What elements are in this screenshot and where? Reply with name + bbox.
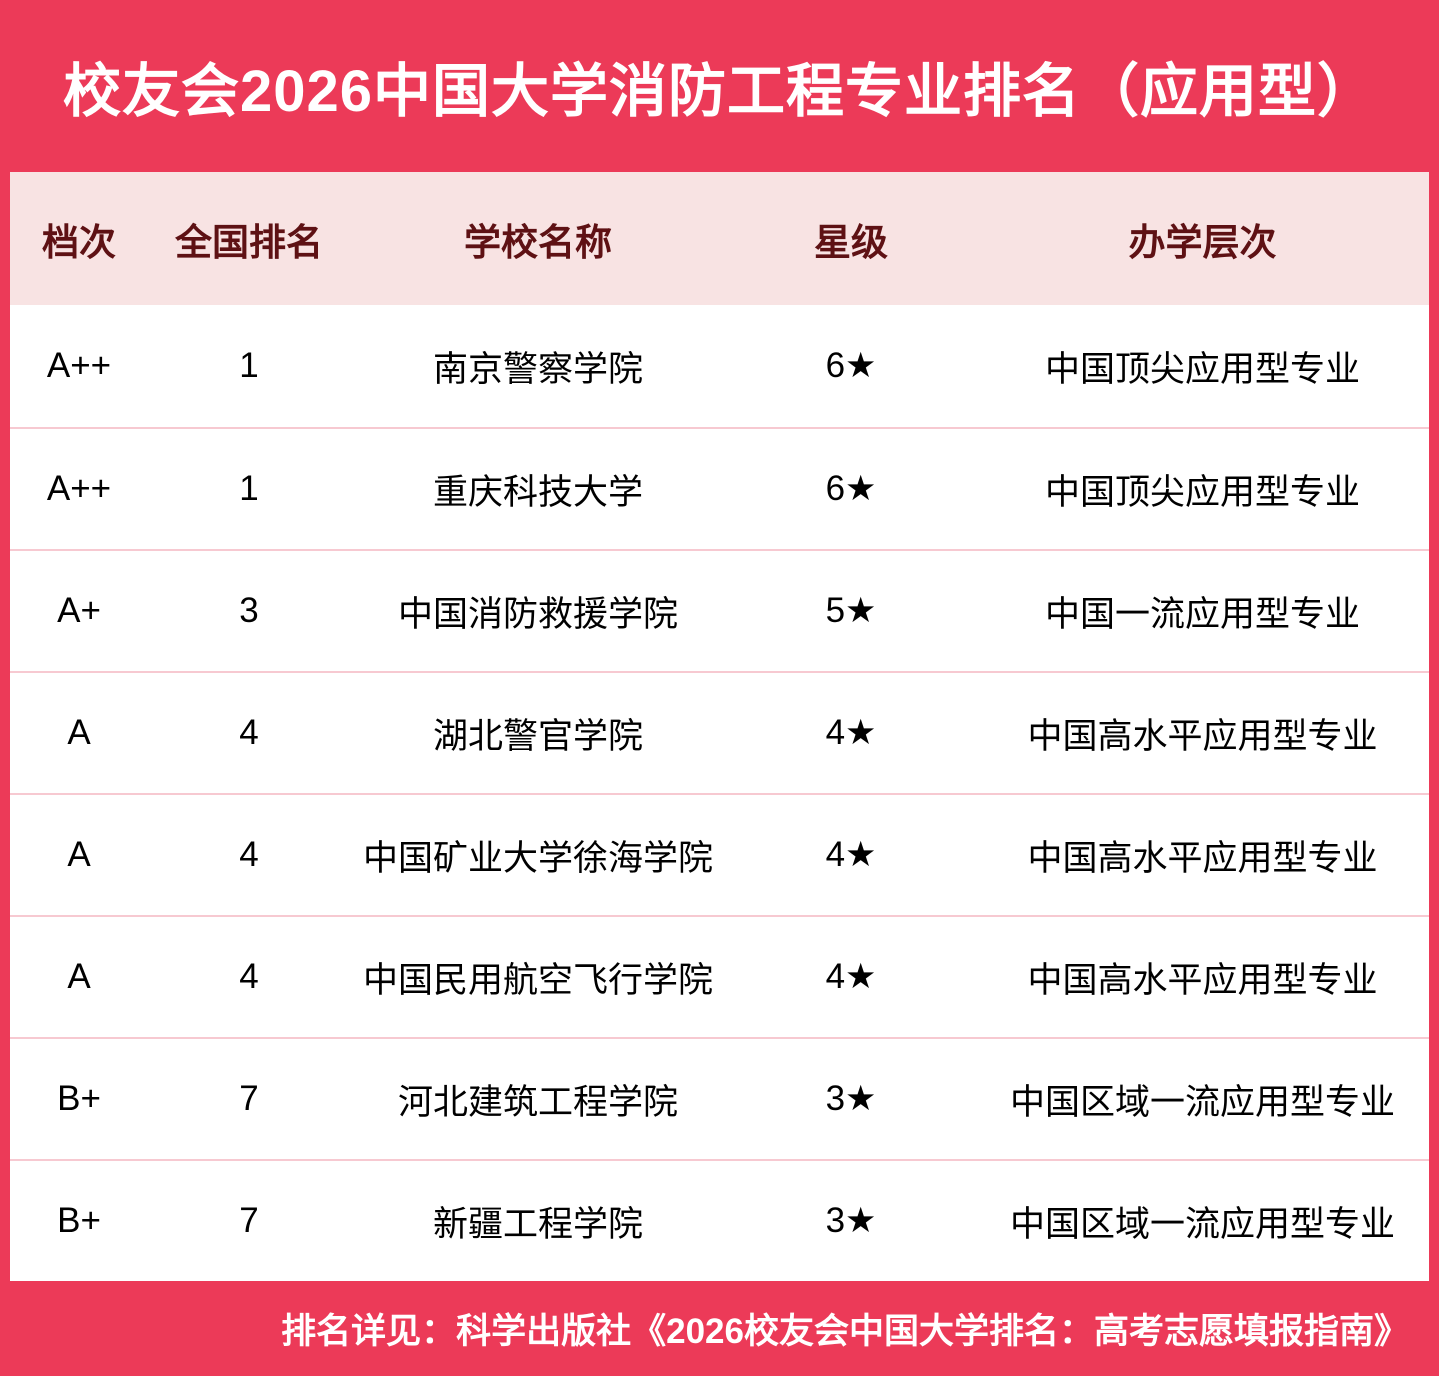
table-row: B+ 7 新疆工程学院 3★ 中国区域一流应用型专业 [10,1159,1429,1281]
cell-star-rating: 4★ [825,835,877,874]
cell-education-level: 中国顶尖应用型专业 [1044,349,1360,389]
footer-banner: 排名详见：科学出版社《2026校友会中国大学排名：高考志愿填报指南》 [0,1281,1439,1376]
cell-tier: A [67,835,91,874]
cell-tier: A++ [46,469,112,508]
cell-education-level: 中国区域一流应用型专业 [1009,1204,1395,1244]
cell-national-rank: 4 [239,713,259,752]
cell-education-level: 中国区域一流应用型专业 [1009,1082,1395,1122]
cell-national-rank: 4 [239,835,259,874]
table-row: A 4 中国矿业大学徐海学院 4★ 中国高水平应用型专业 [10,793,1429,915]
cell-national-rank: 1 [239,469,259,508]
cell-education-level: 中国一流应用型专业 [1044,594,1360,634]
cell-star-rating: 3★ [825,1079,877,1118]
cell-national-rank: 7 [239,1201,259,1240]
table-row: A++ 1 重庆科技大学 6★ 中国顶尖应用型专业 [10,427,1429,549]
column-header-national-rank: 全国排名 [175,221,323,263]
cell-national-rank: 3 [239,591,259,630]
cell-tier: A++ [46,346,112,385]
cell-school-name: 湖北警官学院 [432,716,643,756]
cell-tier: A+ [57,591,101,630]
cell-school-name: 中国矿业大学徐海学院 [362,838,713,878]
cell-education-level: 中国顶尖应用型专业 [1044,472,1360,512]
cell-national-rank: 1 [239,346,259,385]
column-header-star-rating: 星级 [814,221,888,263]
cell-tier: B+ [57,1201,101,1240]
cell-star-rating: 4★ [825,713,877,752]
column-header-education-level: 办学层次 [1128,221,1277,263]
column-header-school-name: 学校名称 [464,221,612,263]
cell-school-name: 重庆科技大学 [432,472,643,512]
table-row: A+ 3 中国消防救援学院 5★ 中国一流应用型专业 [10,549,1429,671]
page-title: 校友会2026中国大学消防工程专业排名（应用型） [62,59,1377,124]
cell-tier: A [67,713,91,752]
table-row: A 4 湖北警官学院 4★ 中国高水平应用型专业 [10,671,1429,793]
column-header-tier: 档次 [42,221,116,263]
cell-tier: B+ [57,1079,101,1118]
cell-school-name: 河北建筑工程学院 [397,1082,678,1122]
title-banner: 校友会2026中国大学消防工程专业排名（应用型） [0,0,1439,172]
table-row: A 4 中国民用航空飞行学院 4★ 中国高水平应用型专业 [10,915,1429,1037]
ranking-table: 档次 全国排名 学校名称 星级 办学层次 A++ 1 南京警察学院 6★ 中国顶… [10,172,1429,1281]
cell-national-rank: 7 [239,1079,259,1118]
cell-star-rating: 6★ [825,346,877,385]
table-header-row: 档次 全国排名 学校名称 星级 办学层次 [10,172,1429,305]
cell-star-rating: 3★ [825,1201,877,1240]
cell-school-name: 中国消防救援学院 [397,594,678,634]
cell-school-name: 中国民用航空飞行学院 [362,960,713,1000]
cell-tier: A [67,957,91,996]
cell-school-name: 新疆工程学院 [432,1204,643,1244]
cell-star-rating: 4★ [825,957,877,996]
cell-education-level: 中国高水平应用型专业 [1027,716,1378,756]
cell-school-name: 南京警察学院 [432,349,643,389]
cell-star-rating: 6★ [825,469,877,508]
footer-source-note: 排名详见：科学出版社《2026校友会中国大学排名：高考志愿填报指南》 [281,1312,1409,1351]
table-row: B+ 7 河北建筑工程学院 3★ 中国区域一流应用型专业 [10,1037,1429,1159]
cell-national-rank: 4 [239,957,259,996]
table-row: A++ 1 南京警察学院 6★ 中国顶尖应用型专业 [10,305,1429,427]
cell-star-rating: 5★ [825,591,877,630]
cell-education-level: 中国高水平应用型专业 [1027,960,1378,1000]
cell-education-level: 中国高水平应用型专业 [1027,838,1378,878]
